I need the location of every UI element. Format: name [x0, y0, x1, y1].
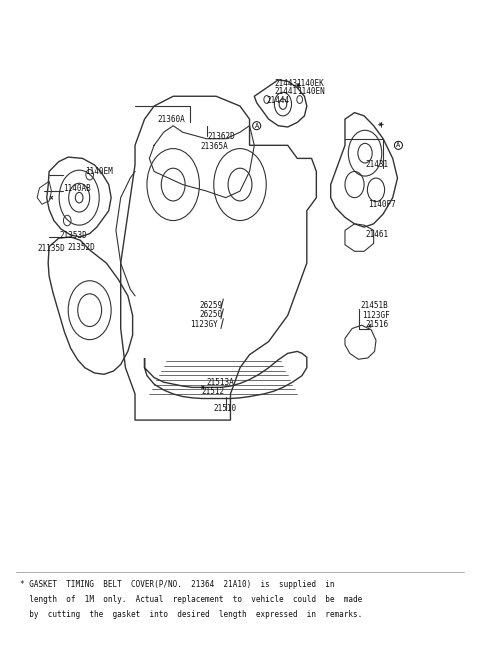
- Text: 21431: 21431: [365, 160, 388, 170]
- Text: 21461: 21461: [365, 231, 388, 239]
- Text: 21444: 21444: [267, 96, 290, 104]
- Text: 21516: 21516: [365, 320, 388, 329]
- Text: 21451B: 21451B: [360, 301, 388, 310]
- Text: 21365A: 21365A: [201, 142, 228, 151]
- Text: 21360A: 21360A: [158, 115, 186, 124]
- Text: 1123GF: 1123GF: [362, 311, 390, 320]
- Text: 21441: 21441: [275, 87, 298, 96]
- Text: length  of  1M  only.  Actual  replacement  to  vehicle  could  be  made: length of 1M only. Actual replacement to…: [21, 595, 363, 604]
- Text: 1123GY: 1123GY: [191, 320, 218, 329]
- Text: 26250: 26250: [200, 310, 223, 319]
- Text: 21512: 21512: [202, 387, 225, 396]
- Text: by  cutting  the  gasket  into  desired  length  expressed  in  remarks.: by cutting the gasket into desired lengt…: [21, 610, 363, 620]
- Text: 21510: 21510: [213, 404, 237, 413]
- Text: A: A: [254, 123, 259, 129]
- Text: 21353D: 21353D: [60, 231, 87, 240]
- Text: 26259: 26259: [200, 301, 223, 310]
- Text: 1140F7: 1140F7: [368, 200, 396, 209]
- Text: 21513A: 21513A: [206, 378, 234, 387]
- Text: 1140AB: 1140AB: [63, 184, 91, 193]
- Text: 21362D: 21362D: [207, 132, 235, 141]
- Text: 1140EM: 1140EM: [85, 167, 113, 176]
- Text: * GASKET  TIMING  BELT  COVER(P/NO.  21364  21A10)  is  supplied  in: * GASKET TIMING BELT COVER(P/NO. 21364 2…: [21, 580, 335, 589]
- Text: 1140EN: 1140EN: [297, 87, 325, 96]
- Text: 21443: 21443: [275, 79, 298, 87]
- Text: 21352D: 21352D: [67, 243, 95, 252]
- Text: A: A: [396, 143, 401, 148]
- Text: 21135D: 21135D: [37, 244, 65, 253]
- Text: 1140EK: 1140EK: [296, 79, 324, 87]
